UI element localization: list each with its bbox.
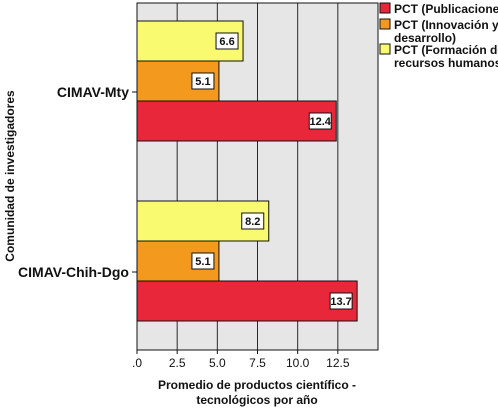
data-label-box (191, 252, 215, 270)
x-tick-label: 10.0 (286, 356, 310, 370)
legend-swatch (379, 18, 391, 30)
legend-label: PCT (Innovación y desarrollo) (394, 18, 498, 45)
category-label: CIMAV-Mty (57, 84, 129, 100)
legend-label: PCT (Formación de recursos humanos) (394, 43, 498, 70)
x-axis-title-line-2: tecnológicos por año (196, 393, 317, 407)
y-axis-title: Comunidad de investigadores (3, 90, 17, 262)
data-label: 5.1 (195, 256, 210, 268)
x-axis-title-line-1: Promedio de productos científico - (158, 378, 356, 392)
data-label-box (215, 32, 239, 50)
legend-label: PCT (Publicaciones) (394, 2, 498, 16)
legend: PCT (Publicaciones) PCT (Innovación ydesa… (379, 2, 498, 70)
x-axis-ticks: .0 2.5 5.0 7.5 10.0 12.5 (132, 350, 350, 370)
x-tick-label: 2.5 (169, 356, 186, 370)
data-label: 6.6 (219, 36, 234, 48)
x-tick-label: 12.5 (326, 356, 350, 370)
bar (136, 280, 358, 322)
data-label: 8.2 (245, 216, 260, 228)
bars: 6.6 5.1 12.4 8.2 5.1 13.7 (136, 20, 358, 322)
x-tick-label: .0 (132, 356, 142, 370)
data-label-box (329, 292, 353, 310)
x-tick-label: 7.5 (249, 356, 266, 370)
bar (136, 100, 337, 142)
category-labels: CIMAV-Mty CIMAV-Chih-Dgo (18, 84, 137, 280)
data-label: 12.4 (310, 116, 332, 128)
legend-swatch (379, 43, 391, 55)
legend-swatch (379, 2, 391, 14)
data-label: 13.7 (330, 296, 351, 308)
data-label-box (241, 212, 265, 230)
data-label: 5.1 (195, 76, 210, 88)
data-label-box (308, 112, 332, 130)
x-tick-label: 5.0 (209, 356, 226, 370)
category-label: CIMAV-Chih-Dgo (18, 264, 129, 280)
data-label-box (191, 72, 215, 90)
